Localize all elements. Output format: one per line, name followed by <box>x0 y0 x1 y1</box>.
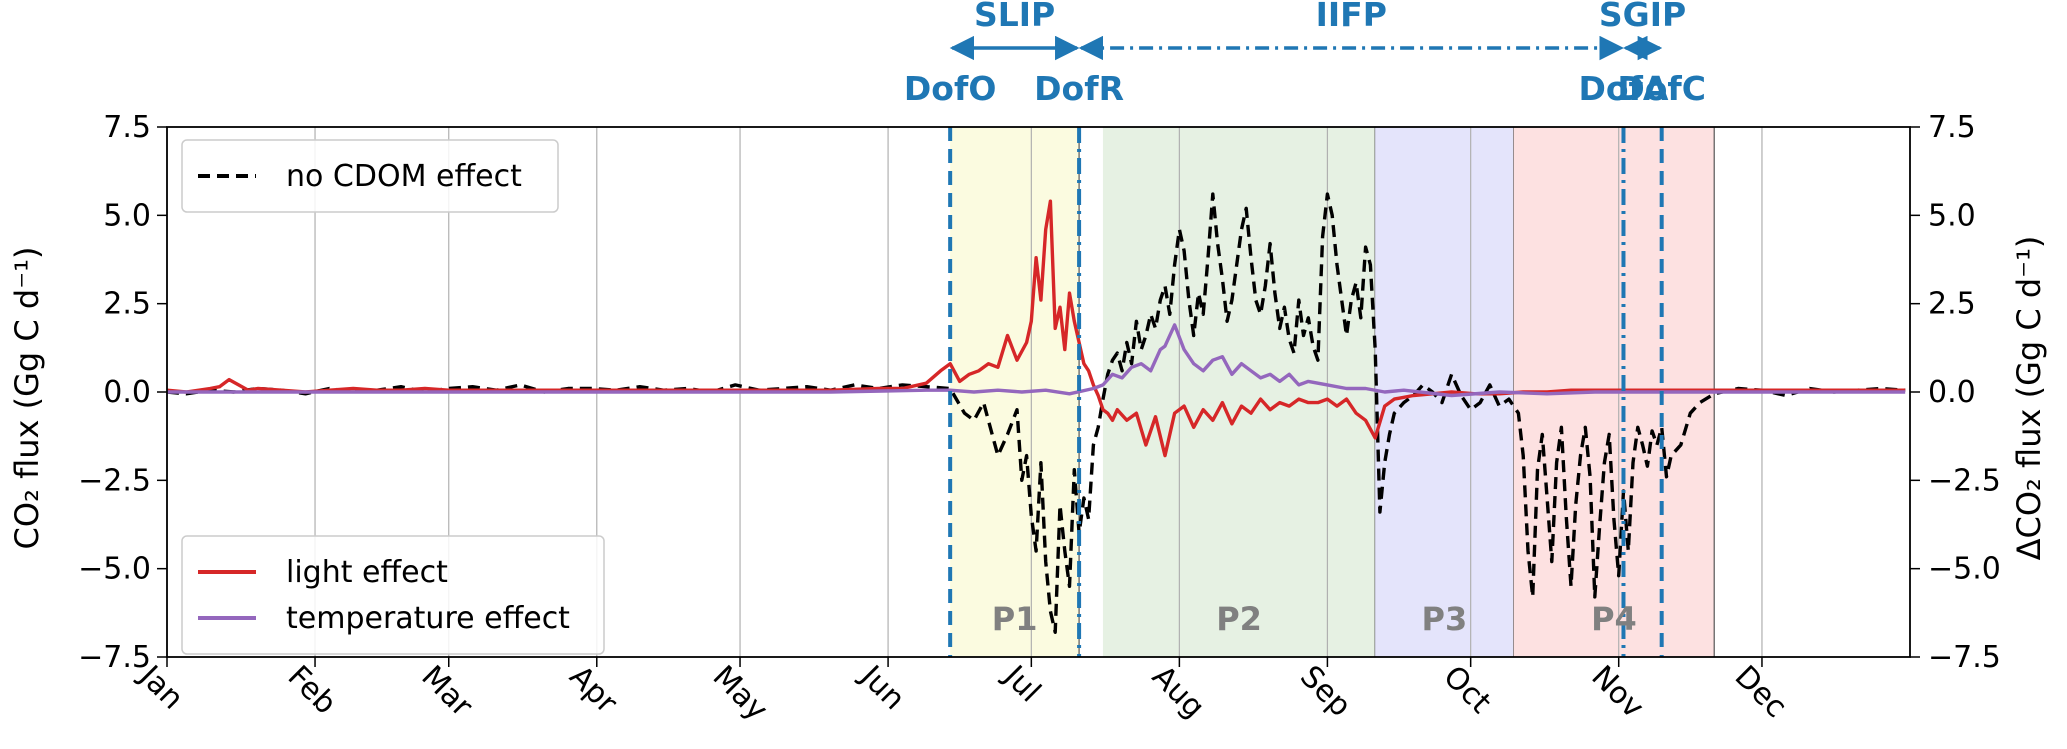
event-label-dofc: DofC <box>1617 69 1706 108</box>
y-axis-title-right: ΔCO₂ flux (Gg C d⁻¹) <box>2010 236 2048 561</box>
y-tick-label-right-3: 0.0 <box>1928 375 1976 410</box>
event-lines <box>948 127 1664 657</box>
series-layer <box>166 192 1906 634</box>
axes <box>157 126 1920 667</box>
interval-label-slip: SLIP <box>974 0 1055 34</box>
x-tick-label-sep: Sep <box>1293 659 1358 724</box>
x-tick-label-aug: Aug <box>1145 659 1211 725</box>
phase-label-p2: P2 <box>1216 600 1262 638</box>
legend-label-temperature-effect: temperature effect <box>286 601 570 636</box>
x-tick-label-jun: Jun <box>852 658 911 717</box>
event-label-dofo: DofO <box>904 69 996 108</box>
x-tick-label-apr: Apr <box>562 659 624 721</box>
interval-label-sgip: SGIP <box>1599 0 1686 34</box>
y-tick-label-left-1: −5.0 <box>78 552 151 587</box>
series-line-light-effect <box>166 199 1906 458</box>
x-tick-label-oct: Oct <box>1436 659 1498 721</box>
phase-label-p4: P4 <box>1591 600 1637 638</box>
y-tick-label-left-4: 2.5 <box>103 287 151 322</box>
y-tick-label-left-3: 0.0 <box>103 375 151 410</box>
series-line-temperature-effect <box>167 323 1906 398</box>
y-tick-label-left-0: −7.5 <box>78 640 151 675</box>
legend-label-no-cdom-effect: no CDOM effect <box>286 159 522 194</box>
x-tick-label-dec: Dec <box>1728 659 1794 725</box>
legend-label-light-effect: light effect <box>286 555 448 590</box>
x-tick-label-jul: Jul <box>996 658 1048 710</box>
y-axis-title-left: CO₂ flux (Gg C d⁻¹) <box>8 247 46 550</box>
y-tick-label-left-2: −2.5 <box>78 463 151 498</box>
interval-label-iifp: IIFP <box>1316 0 1387 34</box>
tick-labels: Jan Feb Mar Apr May Jun Jul Aug Sep Oct Nov Dec−7.5… <box>78 110 2001 728</box>
y-tick-label-right-4: 2.5 <box>1928 287 1976 322</box>
phase-label-p1: P1 <box>992 600 1038 638</box>
y-tick-label-right-6: 7.5 <box>1928 110 1976 145</box>
y-tick-label-right-2: −2.5 <box>1928 463 2001 498</box>
event-label-dofa: DofA <box>1578 69 1668 108</box>
plot-frame <box>166 126 1911 658</box>
y-tick-label-right-1: −5.0 <box>1928 552 2001 587</box>
legend-bottom-box <box>181 535 605 655</box>
y-tick-label-right-5: 5.0 <box>1928 198 1976 233</box>
shaded-period-p2 <box>1102 127 1376 657</box>
x-tick-label-may: May <box>706 659 775 728</box>
x-tick-label-mar: Mar <box>414 659 479 724</box>
phase-labels: P1 P2 P3 P4 <box>992 600 1637 638</box>
x-tick-label-feb: Feb <box>281 659 343 721</box>
x-tick-label-nov: Nov <box>1584 659 1650 725</box>
y-tick-label-left-6: 7.5 <box>103 110 151 145</box>
phase-label-p3: P3 <box>1422 600 1468 638</box>
legend-top-box <box>181 139 559 213</box>
event-label-dofr: DofR <box>1034 69 1124 108</box>
y-tick-label-right-0: −7.5 <box>1928 640 2001 675</box>
legends: no CDOM effect light effect temperature ef… <box>181 139 605 655</box>
y-tick-label-left-5: 5.0 <box>103 198 151 233</box>
series-line-no-cdom-effect <box>166 192 1906 634</box>
